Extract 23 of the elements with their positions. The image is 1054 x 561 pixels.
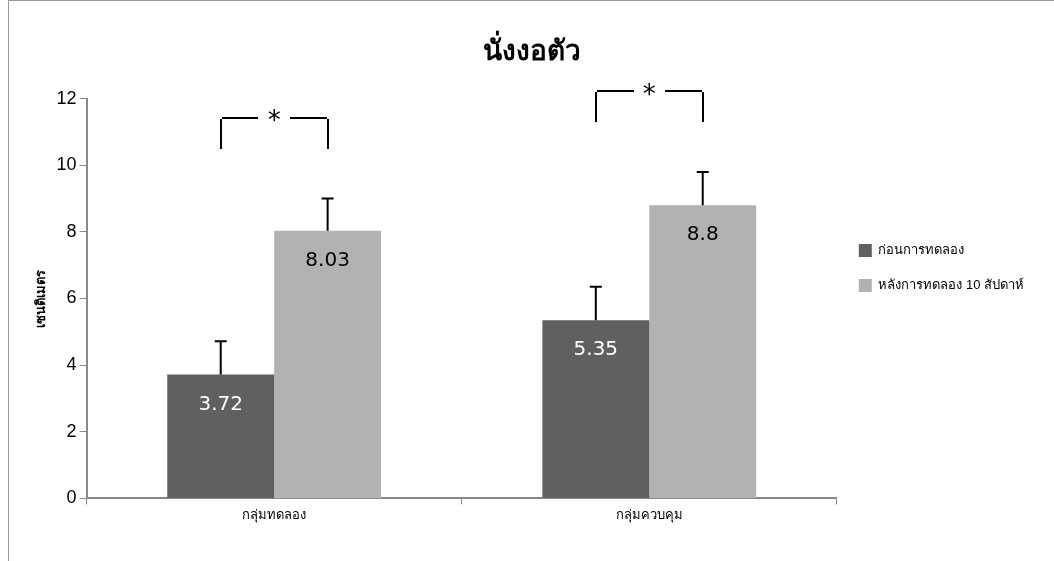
data-label: 8.8	[686, 221, 719, 246]
bar	[274, 230, 382, 498]
y-tick-label: 6	[66, 287, 77, 308]
data-label: 5.35	[573, 336, 619, 361]
y-tick-label: 8	[66, 220, 77, 241]
data-label: 3.72	[198, 390, 243, 415]
bar	[649, 205, 757, 498]
x-tick-label: กลุ่มควบคุม	[615, 506, 683, 523]
legend-label: ก่อนการทดลอง	[878, 242, 965, 258]
y-tick-label: 4	[66, 354, 77, 375]
annotation: *	[642, 78, 656, 109]
bar	[167, 374, 275, 498]
annotation: *	[267, 105, 281, 136]
bar	[542, 320, 650, 498]
y-axis-title: เซนติเมตร	[33, 269, 49, 328]
x-tick-label: กลุ่มทดลอง	[242, 506, 307, 523]
legend-label: หลังการทดลอง 10 สัปดาห์	[878, 277, 1024, 293]
y-tick-label: 12	[56, 87, 77, 108]
y-tick-label: 2	[66, 420, 77, 441]
y-tick-label: 0	[66, 487, 77, 508]
chart-title: นั่งงอตัว	[483, 29, 581, 66]
data-label: 8.03	[305, 247, 350, 272]
y-tick-label: 10	[56, 154, 77, 175]
